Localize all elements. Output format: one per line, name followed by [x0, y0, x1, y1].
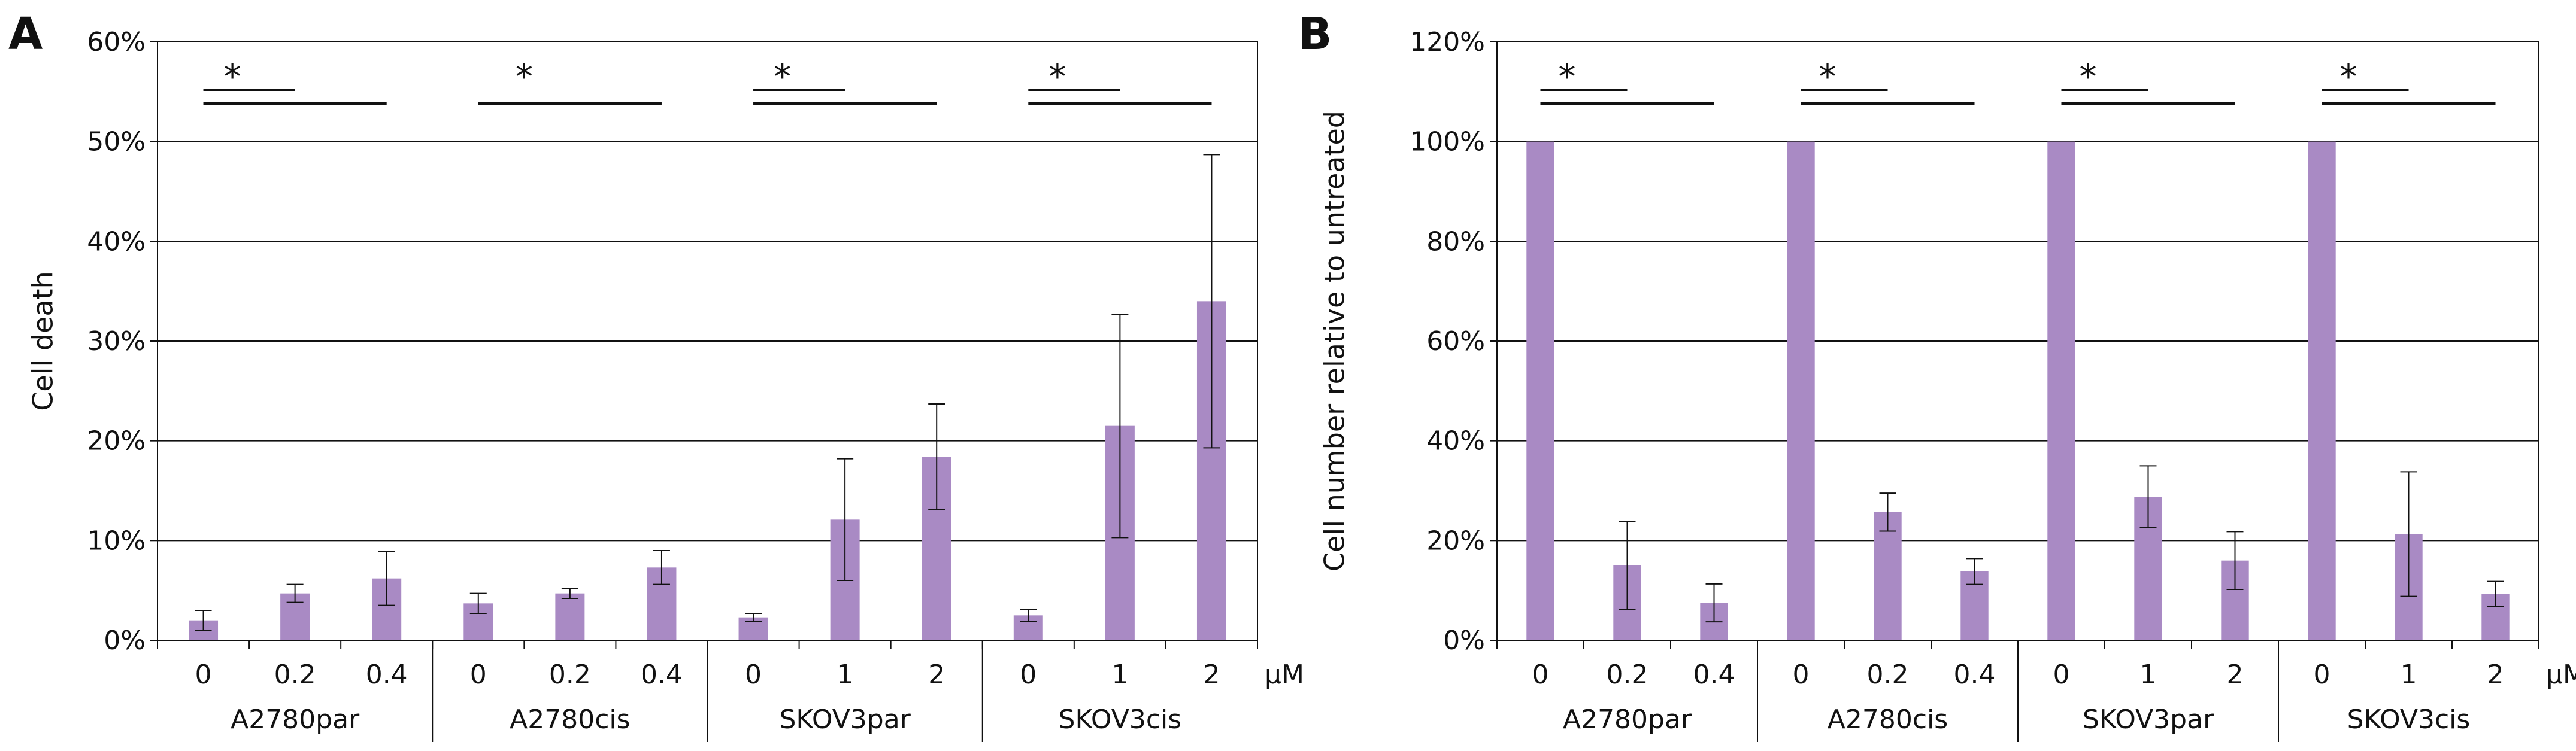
- x-tick-label: 0: [2053, 659, 2070, 690]
- group-label: A2780cis: [1828, 704, 1948, 735]
- bar: [1787, 141, 1815, 640]
- y-tick-label: 40%: [87, 226, 146, 257]
- x-tick-label: 2: [1203, 659, 1220, 690]
- bars: [189, 301, 1226, 640]
- plot-frame: [1496, 41, 2539, 641]
- y-tick-labels: 0% 20% 40% 60% 80% 100% 120%: [1410, 27, 1497, 656]
- bar: [1526, 141, 1554, 640]
- x-tick-label: 1: [2140, 659, 2157, 690]
- significance-star: *: [774, 56, 791, 97]
- y-tick-label: 120%: [1410, 27, 1485, 57]
- error-bars: [195, 154, 1220, 631]
- group-label: SKOV3par: [2083, 704, 2214, 735]
- y-tick-label: 10%: [87, 525, 146, 556]
- significance-star: *: [2340, 56, 2357, 97]
- gridlines: [157, 141, 1257, 542]
- x-tick-label: 0: [1532, 659, 1549, 690]
- group-label: SKOV3cis: [1059, 704, 1182, 735]
- x-tick-label: 0: [2314, 659, 2330, 690]
- x-tick-label: 1: [837, 659, 853, 690]
- x-tick-label: 0.4: [1954, 659, 1996, 690]
- significance-markers: * * * *: [203, 56, 1212, 105]
- bar: [2047, 141, 2075, 640]
- group-label: A2780par: [1563, 704, 1692, 735]
- x-tick-label: 2: [2487, 659, 2504, 690]
- y-tick-label: 30%: [87, 326, 146, 357]
- group-label: SKOV3cis: [2347, 704, 2471, 735]
- x-unit-label: µM: [1265, 659, 1304, 690]
- y-tick-labels: 0% 10% 20% 30% 40% 50% 60%: [87, 27, 157, 656]
- x-unit-label: µM: [2546, 659, 2576, 690]
- y-tick-label: 0%: [104, 625, 146, 656]
- y-tick-label: 20%: [87, 426, 146, 457]
- panel-a-chart: A Cell death 0% 10% 20% 30% 40% 50% 60% * * * * 0…: [8, 8, 1304, 742]
- significance-star: *: [224, 56, 241, 97]
- significance-star: *: [1559, 56, 1576, 97]
- panel-letter-a: A: [8, 8, 43, 60]
- plot-frame: [157, 41, 1258, 641]
- x-tick-label: 0.2: [274, 659, 316, 690]
- y-tick-label: 80%: [1426, 226, 1485, 257]
- group-label: A2780par: [231, 704, 360, 735]
- error-bars: [1619, 465, 2504, 623]
- gridlines: [1497, 141, 2539, 542]
- bar: [555, 593, 585, 640]
- y-tick-label: 60%: [1426, 326, 1485, 357]
- y-axis-label: Cell number relative to untreated: [1319, 111, 1351, 571]
- x-tick-label: 0.2: [1607, 659, 1648, 690]
- x-tick-label: 0: [1020, 659, 1037, 690]
- y-axis-label: Cell death: [27, 271, 59, 411]
- significance-markers: * * * *: [1540, 56, 2496, 105]
- group-label: A2780cis: [510, 704, 630, 735]
- x-tick-label: 2: [2227, 659, 2244, 690]
- bars: [1526, 141, 2510, 640]
- x-tick-label: 0.4: [366, 659, 408, 690]
- bar: [2308, 141, 2336, 640]
- significance-star: *: [1048, 56, 1066, 97]
- significance-star: *: [1819, 56, 1836, 97]
- bar: [1874, 512, 1902, 640]
- panel-b-chart: B Cell number relative to untreated 0%20…: [1298, 8, 2576, 742]
- x-tick-label: 2: [928, 659, 945, 690]
- x-tick-label: 0: [195, 659, 212, 690]
- x-tick-label: 0: [1793, 659, 1810, 690]
- y-tick-label: 100%: [1410, 127, 1485, 157]
- y-tick-label: 20%: [1426, 525, 1485, 556]
- x-tick-label: 0.4: [1693, 659, 1735, 690]
- group-label: SKOV3par: [779, 704, 911, 735]
- y-tick-label: 50%: [87, 127, 146, 157]
- x-tick-label: 0.2: [1867, 659, 1909, 690]
- y-tick-label: 40%: [1426, 426, 1485, 457]
- x-tick-label: 1: [2401, 659, 2417, 690]
- x-tick-label: 0: [745, 659, 762, 690]
- significance-star: *: [516, 56, 533, 97]
- x-tick-label: 0: [470, 659, 487, 690]
- significance-star: *: [2080, 56, 2097, 97]
- x-tick-label: 0.4: [641, 659, 683, 690]
- panel-letter-b: B: [1298, 8, 1332, 60]
- x-tick-label: 1: [1111, 659, 1128, 690]
- y-tick-label: 0%: [1443, 625, 1485, 656]
- y-tick-label: 60%: [87, 27, 146, 57]
- x-tick-label: 0.2: [549, 659, 591, 690]
